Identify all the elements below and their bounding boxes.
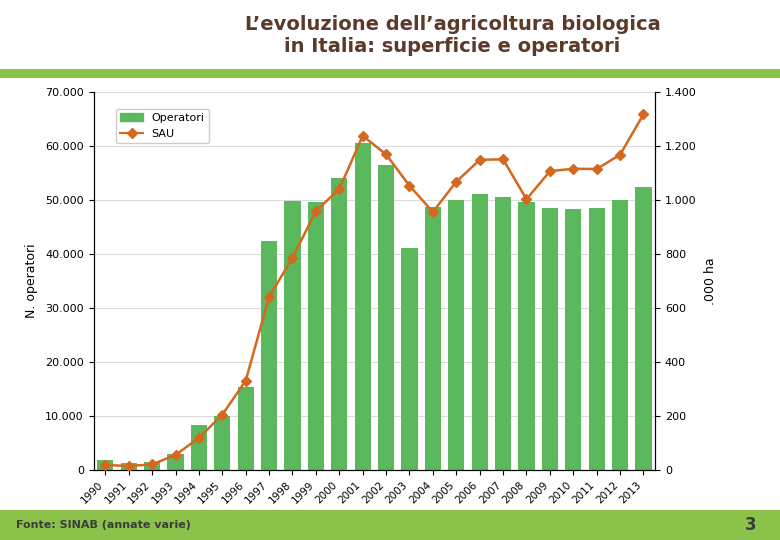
Bar xyxy=(518,202,534,470)
Bar xyxy=(635,187,651,470)
Bar xyxy=(612,200,628,470)
Bar xyxy=(354,144,370,470)
Bar xyxy=(190,425,207,470)
Bar xyxy=(424,207,441,470)
Bar xyxy=(261,241,277,470)
Bar xyxy=(471,194,488,470)
Bar xyxy=(541,208,558,470)
Bar xyxy=(237,387,254,470)
Bar xyxy=(120,463,137,470)
Bar xyxy=(214,416,231,470)
Y-axis label: .000 ha: .000 ha xyxy=(704,257,717,305)
Legend: Operatori, SAU: Operatori, SAU xyxy=(116,109,209,143)
Bar xyxy=(495,197,511,470)
Text: L’evoluzione dell’agricoltura biologica
in Italia: superficie e operatori: L’evoluzione dell’agricoltura biologica … xyxy=(244,15,661,56)
Bar xyxy=(401,248,418,470)
Bar xyxy=(448,200,464,470)
Bar xyxy=(307,202,324,470)
Bar xyxy=(331,178,347,470)
Bar xyxy=(588,208,604,470)
Text: 3: 3 xyxy=(745,516,757,534)
Bar xyxy=(167,454,183,470)
Bar xyxy=(97,460,114,470)
Bar xyxy=(378,165,394,470)
Text: Fonte: SINAB (annate varie): Fonte: SINAB (annate varie) xyxy=(16,520,190,530)
Bar xyxy=(284,201,300,470)
Y-axis label: N. operatori: N. operatori xyxy=(25,244,38,318)
Bar xyxy=(144,462,161,470)
Bar xyxy=(565,208,581,470)
